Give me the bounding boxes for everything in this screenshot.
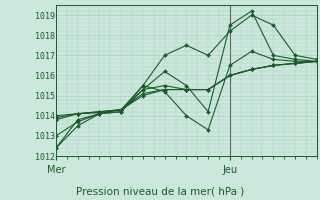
- Text: Pression niveau de la mer( hPa ): Pression niveau de la mer( hPa ): [76, 186, 244, 196]
